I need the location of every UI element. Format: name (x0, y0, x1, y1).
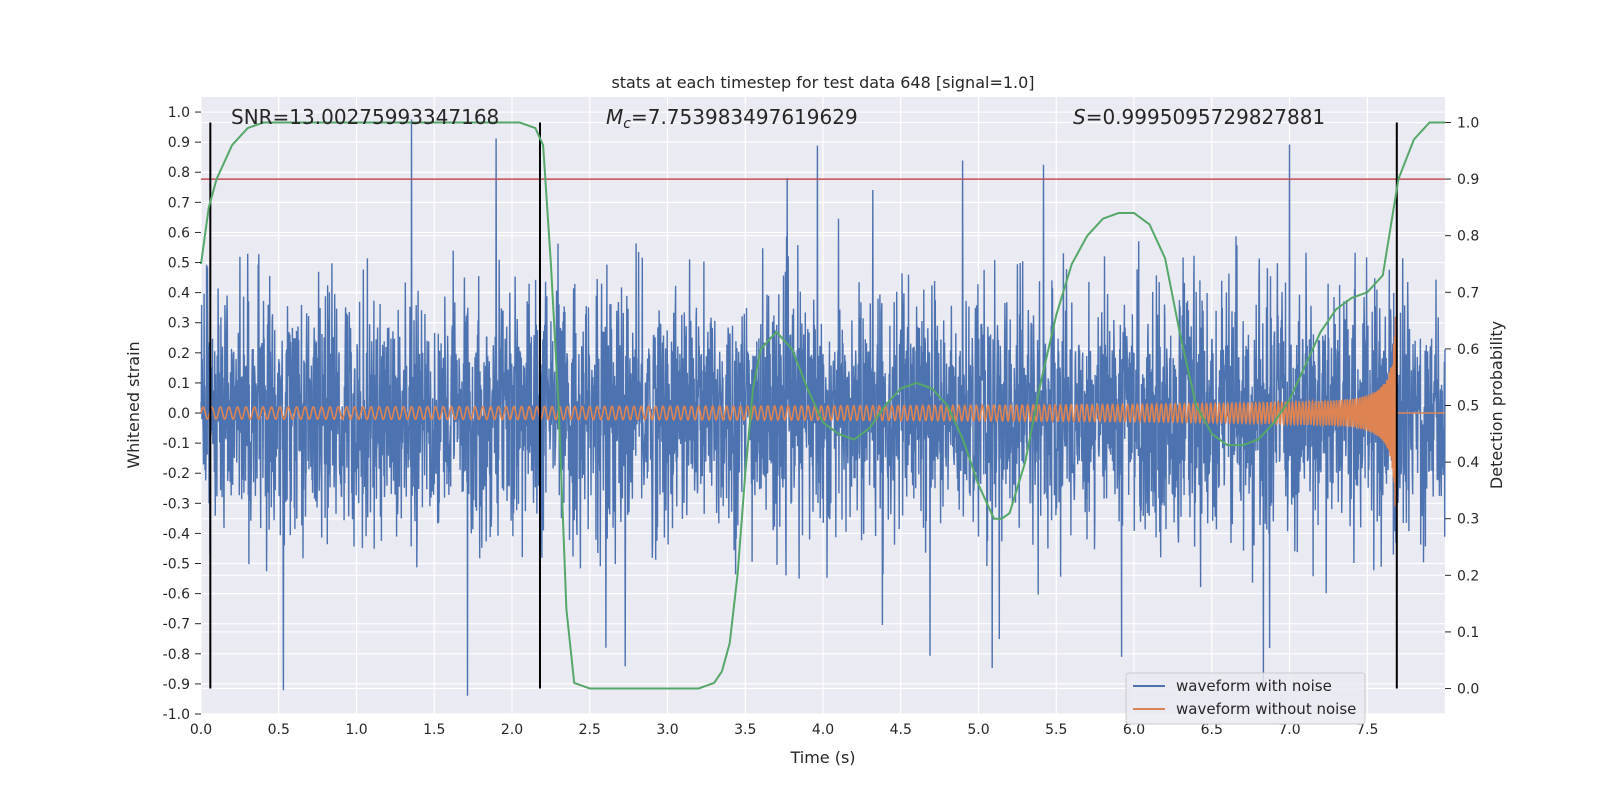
mc-symbol: M (606, 105, 623, 129)
y-tick-label: 0.2 (168, 346, 190, 362)
y-tick-label: 0.8 (168, 165, 190, 181)
legend-label-noise: waveform with noise (1176, 677, 1332, 695)
y-tick-label: -0.2 (163, 466, 190, 482)
s-symbol: S (1073, 105, 1086, 129)
legend-box (1125, 672, 1366, 725)
x-tick-label: 0.5 (268, 722, 290, 738)
y2-tick-label: 0.9 (1457, 172, 1479, 188)
clean-series (200, 316, 1445, 507)
y-tick-label: 0.4 (168, 286, 190, 302)
probability-series (200, 121, 1445, 690)
legend-label-clean: waveform without noise (1176, 700, 1356, 718)
y-tick-label: -0.4 (163, 526, 190, 542)
y-tick-label: -0.7 (163, 617, 190, 633)
y2-tick-label: 0.3 (1457, 512, 1479, 528)
y-tick-label: -0.8 (163, 647, 190, 663)
y-tick-label: 0.1 (168, 376, 190, 392)
x-tick-label: 3.5 (734, 722, 756, 738)
y-tick-label: -0.9 (163, 677, 190, 693)
chart-title: stats at each timestep for test data 648… (611, 73, 1034, 92)
x-tick-label: 6.0 (1123, 722, 1145, 738)
y2-tick-label: 0.7 (1457, 285, 1479, 301)
y2-tick-label: 0.1 (1457, 625, 1479, 641)
y-tick-label: 0.7 (168, 195, 190, 211)
y-tick-label: -1.0 (163, 707, 190, 723)
y2-ticks: 1.0 0.9 0.8 0.7 0.6 0.5 0.4 0.3 0.2 0.1 0.0 (1445, 115, 1479, 698)
x-tick-label: 4.5 (890, 722, 912, 738)
y-tick-label: 0.6 (168, 225, 190, 241)
y2-tick-label: 0.4 (1457, 455, 1479, 471)
y-tick-label: 0.9 (168, 135, 190, 151)
x-ticks: 0.0 0.5 1.0 1.5 2.0 2.5 3.0 3.5 4.0 4.5 5.0 5.5 6.0 6… (190, 722, 1379, 738)
x-tick-label: 5.5 (1045, 722, 1067, 738)
y-tick-label: -0.1 (163, 436, 190, 452)
y-tick-label: -0.6 (163, 587, 190, 603)
x-tick-label: 4.0 (812, 722, 834, 738)
legend: waveform with noise waveform without noi… (1125, 672, 1366, 725)
y2-tick-label: 0.5 (1457, 399, 1479, 415)
x-tick-label: 7.5 (1356, 722, 1378, 738)
probability-line (200, 121, 1445, 690)
x-axis-label: Time (s) (789, 748, 855, 767)
s-annotation: S=0.9995095729827881 (1073, 105, 1325, 129)
x-tick-label: 2.0 (501, 722, 523, 738)
x-tick-label: 5.0 (967, 722, 989, 738)
vertical-lines (209, 122, 1398, 689)
y-tick-label: 0.5 (168, 256, 190, 272)
x-tick-label: 1.5 (423, 722, 445, 738)
y-tick-label: -0.5 (163, 557, 190, 573)
y-axis-label: Whitened strain (124, 341, 143, 468)
x-tick-label: 0.0 (190, 722, 212, 738)
noise-line (200, 119, 1446, 696)
y2-tick-label: 0.2 (1457, 568, 1479, 584)
clean-line (200, 316, 1445, 507)
y2-axis-label: Detection probability (1487, 321, 1506, 489)
x-tick-label: 3.0 (656, 722, 678, 738)
mc-annotation: Mc=7.753983497619629 (606, 105, 858, 132)
x-tick-label: 1.0 (345, 722, 367, 738)
x-tick-label: 2.5 (579, 722, 601, 738)
y-tick-label: 0.3 (168, 316, 190, 332)
mc-value: =7.753983497619629 (631, 105, 858, 129)
y2-tick-label: 0.6 (1457, 342, 1479, 358)
snr-annotation: SNR=13.00275993347168 (231, 105, 499, 129)
mc-subscript: c (623, 116, 631, 132)
y-tick-label: -0.3 (163, 496, 190, 512)
y-tick-label: 1.0 (168, 105, 190, 121)
y2-tick-label: 0.0 (1457, 682, 1479, 698)
x-tick-label: 6.5 (1201, 722, 1223, 738)
x-tick-label: 7.0 (1278, 722, 1300, 738)
y2-tick-label: 1.0 (1457, 115, 1479, 131)
y2-tick-label: 0.8 (1457, 229, 1479, 245)
y-tick-label: 0.0 (168, 406, 190, 422)
s-value: =0.9995095729827881 (1086, 105, 1325, 129)
y-ticks: 1.0 0.9 0.8 0.7 0.6 0.5 0.4 0.3 0.2 0.1 0.0 -0.1 -0.… (163, 105, 201, 723)
noise-series (200, 119, 1446, 696)
